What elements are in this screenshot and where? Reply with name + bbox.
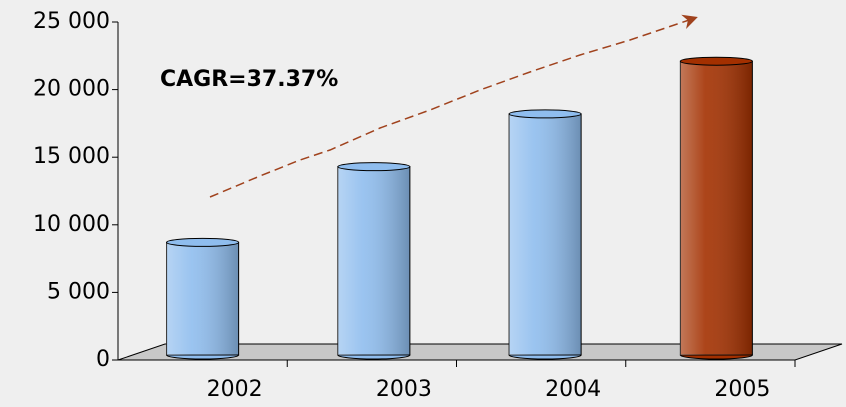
y-tick-label: 5 000 (47, 279, 110, 304)
x-tick-label: 2004 (545, 377, 601, 402)
y-tick-label: 0 (96, 347, 110, 372)
bar-top (508, 109, 582, 119)
bar-top (337, 162, 411, 172)
y-tick-label: 25 000 (33, 9, 110, 34)
annotation: CAGR=37.37% (160, 67, 338, 92)
x-tick-label: 2002 (207, 377, 263, 402)
x-tick-label: 2005 (714, 377, 770, 402)
y-tick-label: 15 000 (33, 144, 110, 169)
bar-shine (509, 113, 582, 355)
x-tick-label: 2003 (376, 377, 432, 402)
bar-top (679, 56, 753, 66)
trend-arrow (209, 14, 698, 198)
bar-shine (337, 166, 410, 355)
bar-top (166, 237, 240, 247)
y-tick-label: 10 000 (33, 212, 110, 237)
bar-shine (166, 242, 239, 355)
bar-shine (680, 61, 753, 355)
y-tick-label: 20 000 (33, 77, 110, 102)
